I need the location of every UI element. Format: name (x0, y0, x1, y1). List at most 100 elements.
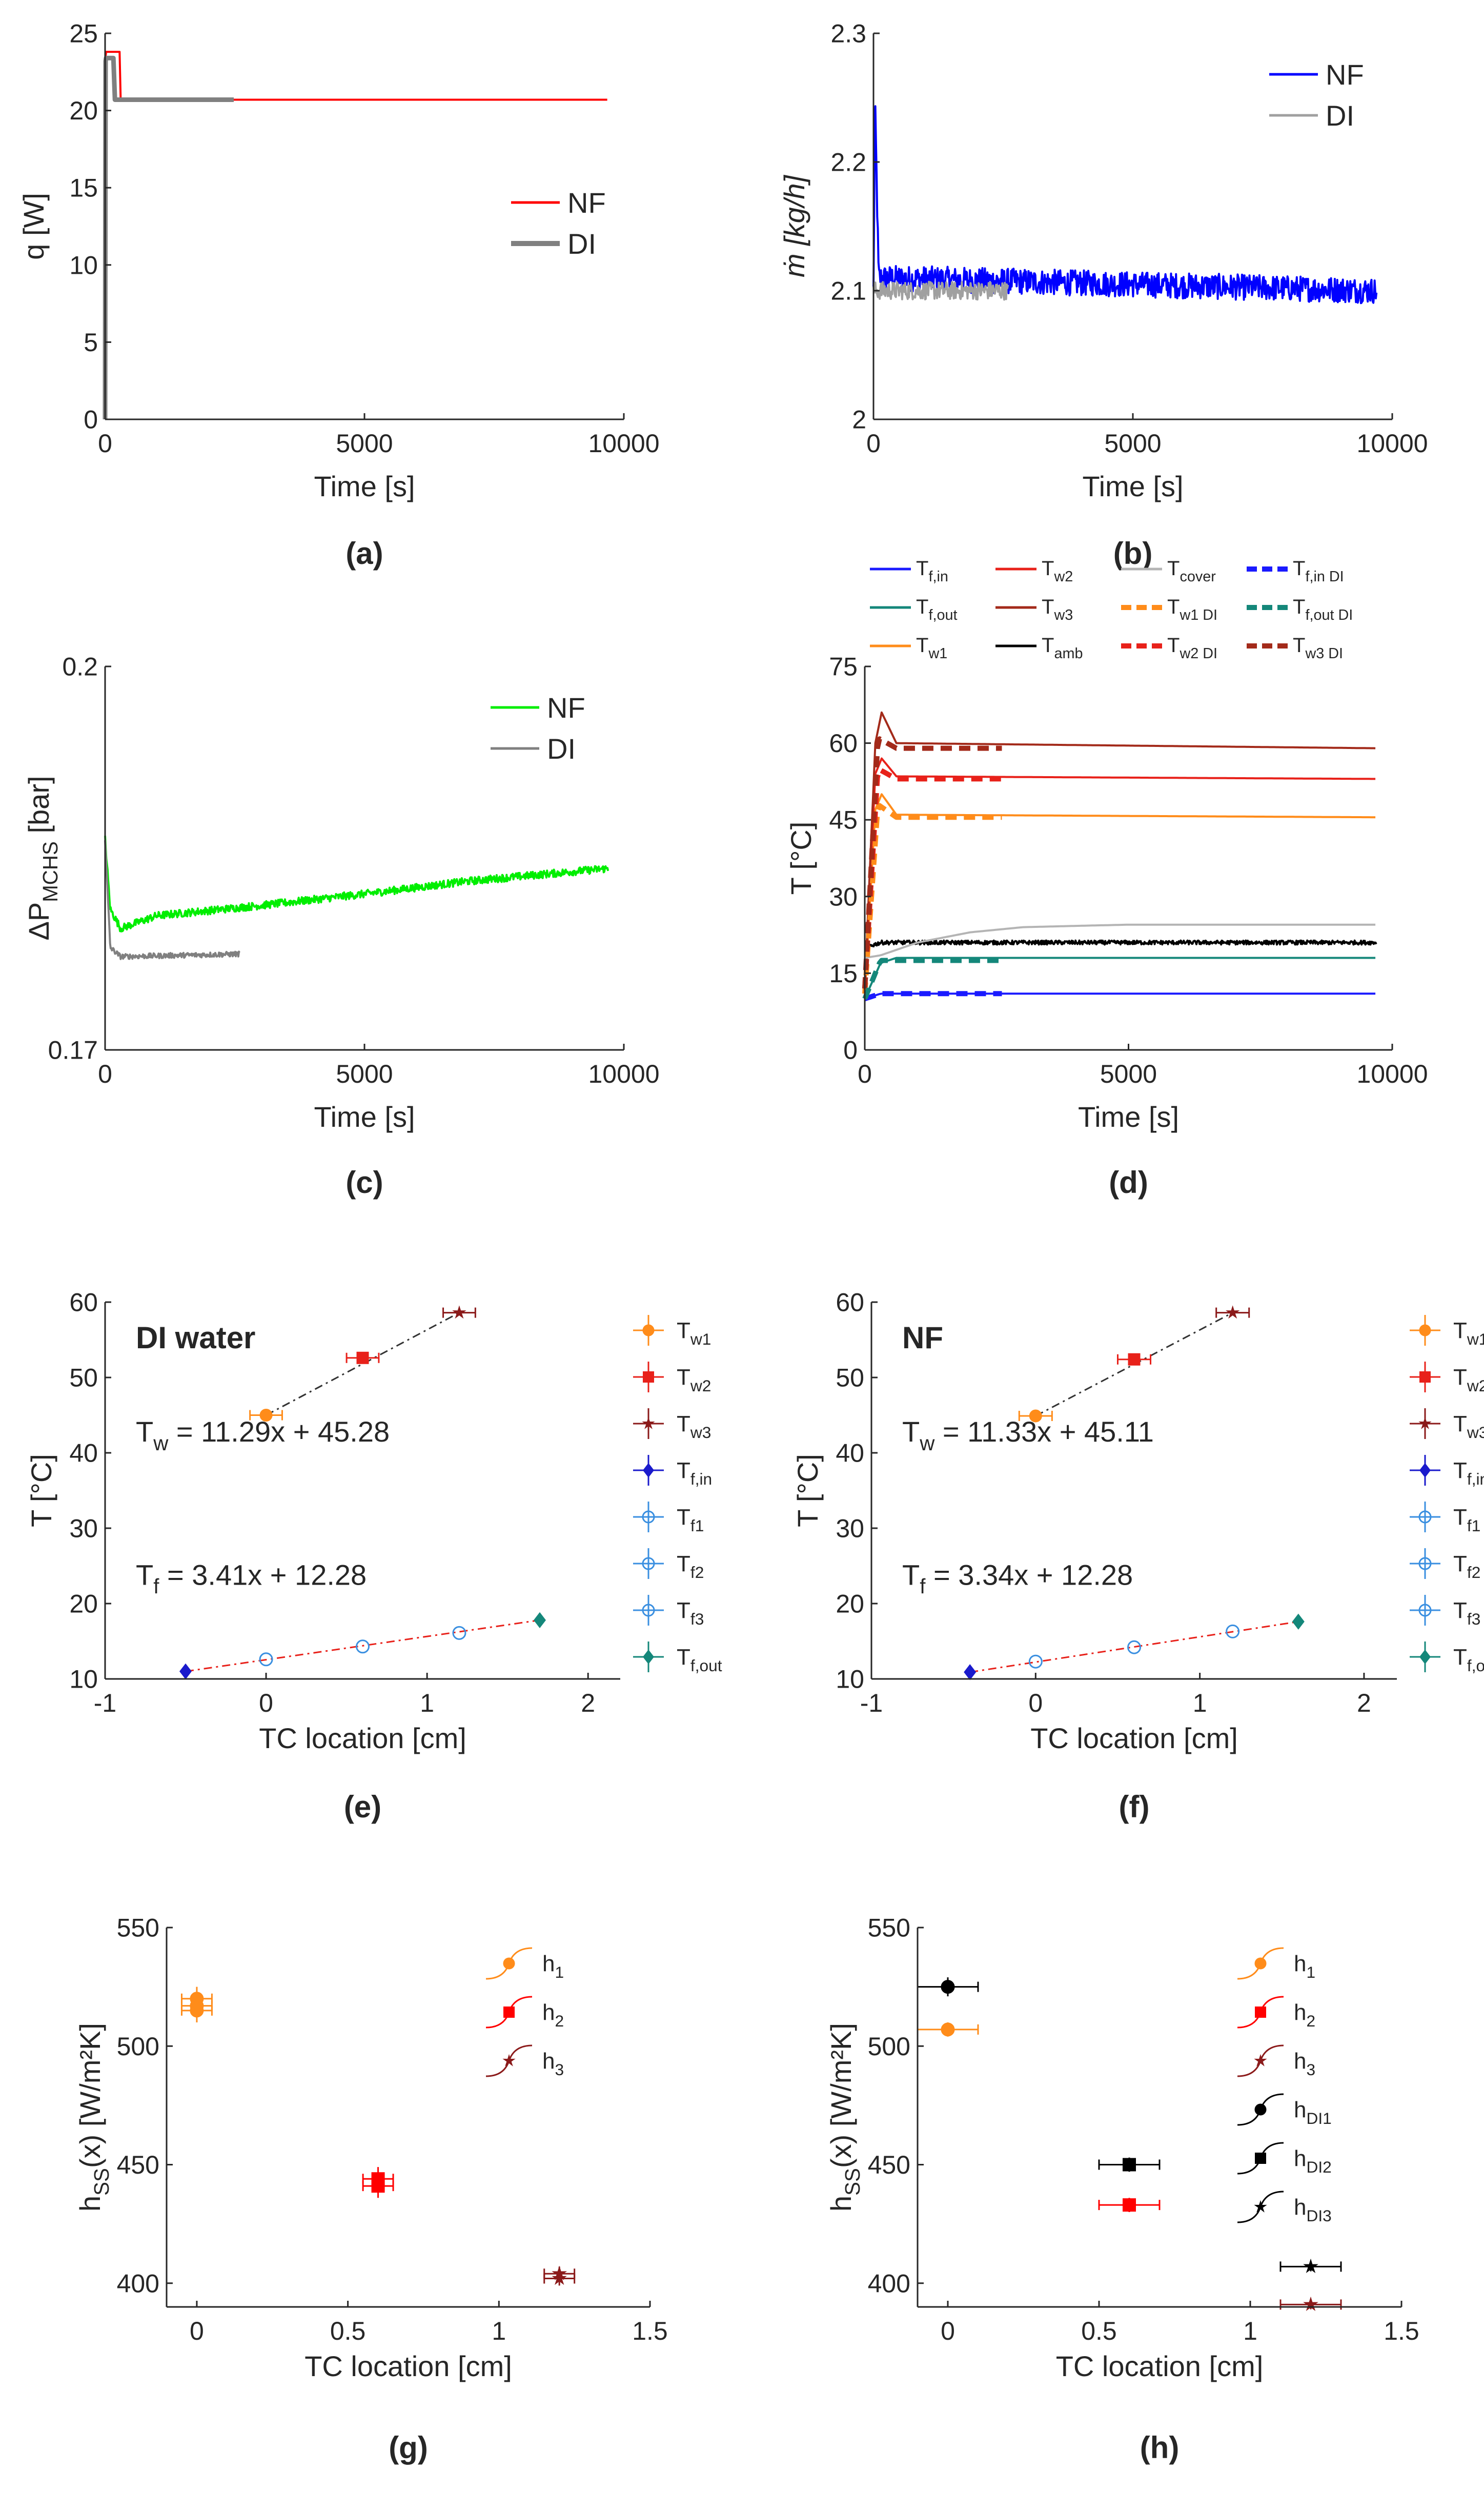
y-tick-label: 40 (69, 1439, 98, 1468)
x-tick-label: 2 (581, 1689, 595, 1717)
x-tick-label: 5000 (1104, 429, 1161, 458)
x-axis-label: Time [s] (1078, 1101, 1179, 1133)
series-line (872, 280, 1009, 301)
x-tick-label: 0 (858, 1060, 872, 1088)
panel-caption: (d) (1109, 1165, 1148, 1200)
legend-marker (1254, 1957, 1267, 1970)
legend-label: DI (1326, 99, 1354, 132)
legend-label: Tf,in (916, 557, 948, 585)
data-point (964, 1664, 977, 1680)
y-tick-label: 2.2 (830, 148, 866, 177)
data-point (356, 1639, 370, 1654)
y-axis-label: T [°C] (791, 1454, 824, 1527)
legend-label: h2 (1294, 2000, 1315, 2030)
legend-label: Tf2 (677, 1551, 704, 1582)
y-tick-label: 2 (852, 406, 866, 434)
data-point (1303, 2296, 1318, 2311)
legend-label: h1 (542, 1951, 564, 1981)
legend-marker (1419, 1371, 1431, 1383)
panel-b: 0 5000 10000 2 2.1 2.2 2.3 Time [s] ṁ [kg/h] NF DI… (778, 19, 1428, 571)
data-point (259, 1409, 273, 1422)
legend-marker (1254, 2200, 1267, 2213)
legend-label: Tf1 (1453, 1505, 1480, 1535)
series-line (864, 957, 1376, 1000)
panel-e: -1 0 1 2 10 20 30 40 50 60 TC location [cm] T [°C] D… (25, 1288, 722, 1825)
y-tick-label: 0 (843, 1036, 858, 1065)
plot-area (105, 33, 624, 419)
plot-area (105, 666, 624, 1050)
legend-label: Tf,in (1453, 1458, 1484, 1488)
x-tick-label: 0 (1028, 1689, 1043, 1717)
y-axis-label: q [W] (17, 193, 50, 260)
legend-label: NF (567, 187, 606, 219)
y-tick-label: 50 (836, 1364, 864, 1392)
y-tick-label: 30 (829, 882, 858, 911)
x-tick-label: 10000 (1356, 429, 1428, 458)
legend-marker (643, 1649, 654, 1665)
y-tick-label: 25 (69, 19, 98, 48)
equation-fluid: Tf = 3.34x + 12.28 (902, 1558, 1133, 1598)
legend-label: hDI1 (1294, 2097, 1332, 2127)
x-tick-label: 2 (1357, 1689, 1371, 1717)
legend-marker (642, 1416, 655, 1429)
data-point (190, 2003, 204, 2018)
data-point (1123, 2158, 1136, 2172)
y-tick-label: 10 (69, 251, 98, 279)
series-line (864, 992, 1376, 1000)
legend-label: h3 (1294, 2049, 1315, 2079)
y-tick-label: 60 (836, 1288, 864, 1317)
legend-label: hDI3 (1294, 2195, 1332, 2225)
x-tick-label: 0 (259, 1689, 273, 1717)
series-line (104, 836, 609, 933)
x-tick-label: 1 (420, 1689, 434, 1717)
y-tick-label: 20 (69, 96, 98, 125)
plot-area (167, 1928, 650, 2307)
legend-marker (643, 1463, 654, 1478)
data-point (552, 2270, 567, 2285)
legend-label: Tw3 (677, 1411, 711, 1442)
legend-marker (1255, 2153, 1266, 2164)
x-tick-label: 5000 (1100, 1060, 1157, 1088)
legend-label: Tf3 (1453, 1598, 1480, 1628)
x-tick-label: 1.5 (1384, 2317, 1419, 2345)
legend-marker (1255, 2007, 1266, 2018)
y-axis-label: hSS(x) [W/m²K] (825, 2023, 864, 2212)
data-point (356, 1351, 369, 1364)
fit-line-fluid (969, 1620, 1299, 1673)
x-tick-label: -1 (860, 1689, 883, 1717)
legend-label: Tw2 (677, 1365, 711, 1395)
legend-label: Tw1 (1453, 1318, 1484, 1348)
data-point (1226, 1624, 1240, 1638)
series-line (862, 958, 1003, 1000)
legend-marker (1418, 1416, 1432, 1429)
y-tick-label: 0.2 (62, 653, 98, 681)
data-point (533, 1612, 546, 1628)
legend-label: Tf,out (677, 1645, 722, 1675)
legend-label: DI (547, 733, 576, 765)
x-axis-label: Time [s] (314, 1101, 415, 1133)
x-tick-label: 0 (866, 429, 881, 458)
x-tick-label: 10000 (1356, 1060, 1428, 1088)
panel-caption: (e) (344, 1790, 381, 1824)
x-axis-label: TC location [cm] (1056, 2350, 1264, 2382)
legend-label: h3 (542, 2049, 564, 2079)
legend-marker (503, 1957, 515, 1970)
legend-marker (642, 1324, 655, 1336)
y-tick-label: 20 (69, 1590, 98, 1618)
series-line (104, 840, 240, 960)
y-tick-label: 75 (829, 653, 858, 681)
legend-label: Tf2 (1453, 1551, 1480, 1582)
series-line (864, 939, 1377, 950)
legend-marker (1419, 1463, 1431, 1478)
equation-fluid: Tf = 3.41x + 12.28 (136, 1558, 367, 1598)
x-tick-label: 1 (1193, 1689, 1207, 1717)
x-tick-label: 10000 (588, 429, 659, 458)
legend-marker (1418, 1604, 1432, 1617)
x-axis-label: TC location [cm] (1030, 1722, 1238, 1754)
y-tick-label: 550 (868, 1914, 910, 1942)
x-axis-label: TC location [cm] (259, 1722, 466, 1754)
legend-label: Tcover (1167, 557, 1216, 585)
y-tick-label: 60 (69, 1288, 98, 1317)
legend-label: Tw1 (677, 1318, 711, 1348)
legend-label: Tf3 (677, 1598, 704, 1628)
